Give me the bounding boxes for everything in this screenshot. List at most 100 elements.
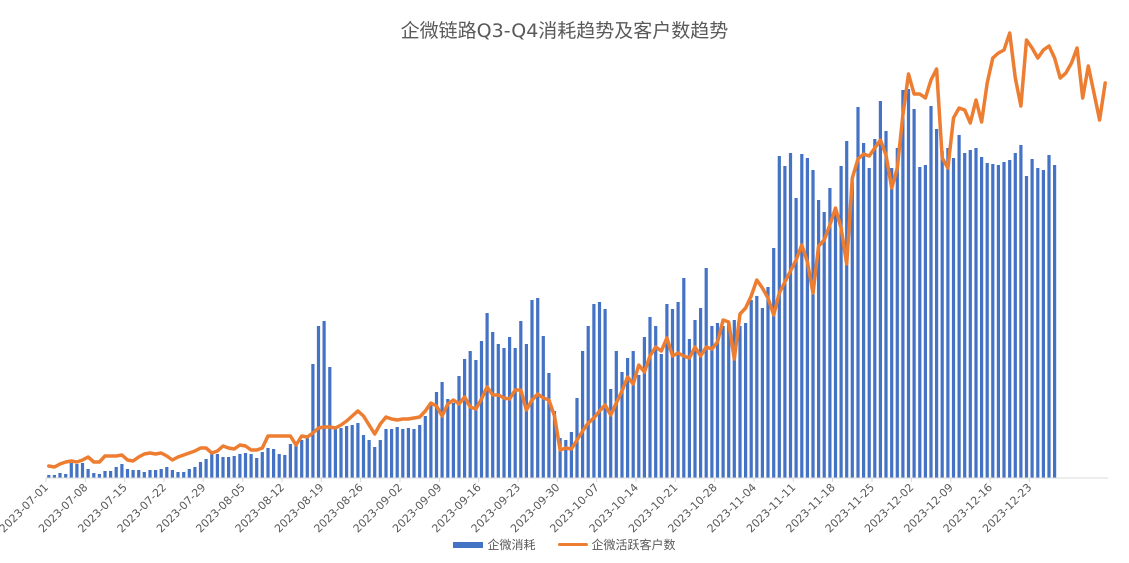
bar <box>1024 176 1029 478</box>
legend-item-consumption: 企微消耗 <box>453 536 536 553</box>
bar <box>670 309 675 478</box>
bar-series-qiwei-consumption <box>47 89 1057 478</box>
bar <box>541 336 545 478</box>
bar <box>901 90 905 478</box>
bar <box>1036 168 1040 478</box>
bar <box>974 148 978 478</box>
bar <box>626 358 630 478</box>
bar <box>699 308 703 478</box>
bar <box>895 148 899 478</box>
bar <box>558 438 562 478</box>
bar <box>491 332 495 478</box>
bar <box>463 359 467 478</box>
bar <box>356 423 360 478</box>
bar <box>581 351 585 478</box>
bar <box>710 326 714 478</box>
bar <box>137 470 141 478</box>
legend-item-active-customers: 企微活跃客户数 <box>557 536 676 553</box>
bar <box>845 141 849 478</box>
bar <box>170 470 174 478</box>
bar <box>935 129 939 478</box>
bar <box>47 475 51 478</box>
bar <box>569 432 573 478</box>
bar <box>232 456 236 478</box>
bar <box>502 348 506 478</box>
bar <box>822 212 826 478</box>
bar <box>457 376 461 478</box>
bar <box>637 375 641 478</box>
bar <box>693 320 697 478</box>
bar <box>642 337 646 478</box>
bar <box>451 403 455 478</box>
bar <box>833 211 838 478</box>
bar <box>294 444 298 478</box>
bar <box>283 455 287 478</box>
bar <box>485 313 489 478</box>
bar <box>828 188 832 478</box>
bar <box>839 166 843 478</box>
bar <box>215 454 219 478</box>
chart-title: 企微链路Q3-Q4消耗趋势及客户数趋势 <box>400 20 729 42</box>
bar <box>367 440 371 478</box>
bar <box>906 89 911 478</box>
bar <box>418 425 422 478</box>
bar <box>142 472 146 478</box>
bar <box>592 304 596 478</box>
bar <box>805 158 809 478</box>
bar <box>328 367 332 478</box>
bar <box>867 168 871 478</box>
bar <box>957 135 961 478</box>
bar <box>103 471 107 478</box>
bar <box>249 454 253 478</box>
bar <box>423 416 427 478</box>
bar <box>114 467 118 478</box>
bar <box>772 248 776 478</box>
bar <box>227 457 231 478</box>
bar <box>434 392 439 478</box>
bar <box>659 354 663 478</box>
bar <box>154 470 158 478</box>
bar <box>508 337 512 478</box>
bar <box>536 298 540 478</box>
bar <box>918 167 922 478</box>
bar <box>288 444 292 478</box>
bar <box>384 429 388 478</box>
bar <box>446 399 450 478</box>
bar <box>513 348 517 478</box>
bar <box>654 326 658 478</box>
bar <box>800 154 804 478</box>
bar <box>277 454 281 478</box>
bar <box>305 438 309 478</box>
bar <box>552 411 557 478</box>
bar <box>620 372 624 478</box>
bar <box>738 326 742 478</box>
bar <box>1053 165 1057 478</box>
legend-label-active-customers: 企微活跃客户数 <box>591 538 676 552</box>
bar <box>547 373 551 478</box>
bar <box>890 168 894 478</box>
bar <box>873 139 877 478</box>
bar <box>631 351 635 478</box>
bar <box>1019 145 1023 478</box>
bar <box>80 463 85 478</box>
bar <box>406 428 410 478</box>
bar <box>968 150 972 478</box>
bar <box>479 341 484 478</box>
bar <box>963 153 967 478</box>
line-series-active-customers <box>47 31 1107 469</box>
bar <box>440 382 444 478</box>
bar <box>788 153 793 478</box>
bar <box>243 453 248 478</box>
bar <box>996 165 1000 478</box>
bar <box>373 447 377 478</box>
chart-legend: 企微消耗 企微活跃客户数 <box>0 536 1129 553</box>
bar <box>1002 162 1006 478</box>
bar <box>322 321 326 478</box>
bar <box>210 454 214 478</box>
bar <box>86 469 90 478</box>
bar <box>395 427 399 478</box>
bar <box>884 131 888 478</box>
bar <box>929 106 933 478</box>
bar <box>350 425 354 478</box>
